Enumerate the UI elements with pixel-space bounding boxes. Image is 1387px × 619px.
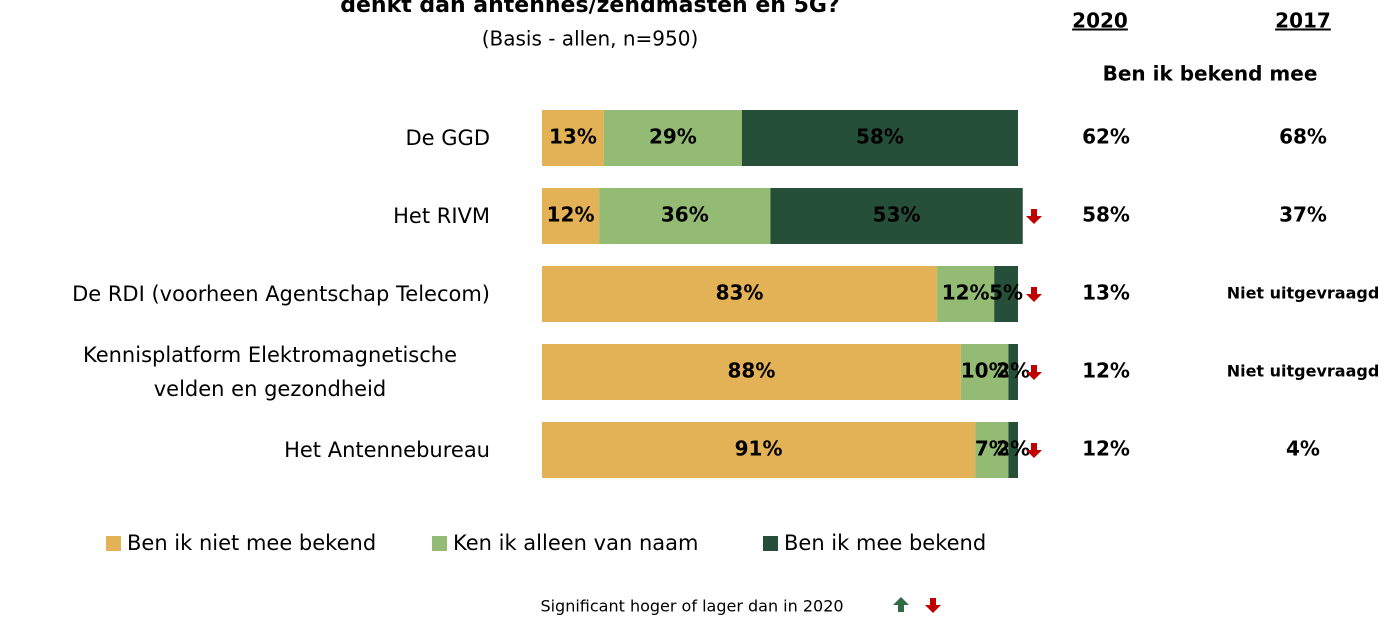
data-label: 83% [716, 281, 764, 305]
significance-arrow [1026, 443, 1042, 458]
category-label: De RDI (voorheen Agentschap Telecom) [0, 259, 490, 329]
category-label: De GGD [0, 103, 490, 173]
data-label: 29% [649, 125, 697, 149]
data-label: 13% [549, 125, 597, 149]
bar-segment [542, 188, 600, 244]
significance-arrow [1026, 365, 1042, 380]
data-label: 7% [975, 437, 1009, 461]
bar-segment [960, 344, 1009, 400]
category-text: Het RIVM [393, 204, 490, 228]
data-label: 10% [961, 359, 1009, 383]
bar-segment [542, 266, 938, 322]
data-label: 58% [856, 125, 904, 149]
chart-title: denkt dan antennes/zendmasten en 5G? [340, 0, 840, 18]
table-cell: Niet uitgevraagd [1227, 362, 1380, 381]
bar-segment [770, 188, 1023, 244]
data-label: 5% [989, 281, 1023, 305]
significance-arrow [1026, 209, 1042, 224]
table-cell: 13% [1082, 281, 1130, 305]
category-label: Het RIVM [0, 181, 490, 251]
category-label: Het Antennebureau [0, 415, 490, 485]
category-text: Het Antennebureau [284, 438, 490, 462]
table-cell: 12% [1082, 437, 1130, 461]
bar-segment [994, 266, 1018, 322]
bar-segment [542, 422, 976, 478]
bar-segment [542, 110, 604, 166]
legend-label: Ben ik mee bekend [784, 531, 986, 555]
category-text: De RDI (voorheen Agentschap Telecom) [72, 282, 490, 306]
table-column: 2017 [1275, 9, 1331, 33]
table-cell: Niet uitgevraagd [1227, 284, 1380, 303]
category-text: Kennisplatform Elektromagnetische velden… [82, 343, 458, 401]
category-text: De GGD [405, 126, 490, 150]
legend-swatch [106, 536, 121, 551]
table-cell: 68% [1279, 125, 1327, 149]
data-label: 12% [547, 203, 595, 227]
table-cell: 37% [1279, 203, 1327, 227]
legend-arrow-down [925, 598, 941, 613]
bar-segment [599, 188, 771, 244]
table-cell: 4% [1286, 437, 1320, 461]
footnote: Significant hoger of lager dan in 2020 [540, 597, 843, 616]
data-label: 88% [728, 359, 776, 383]
data-label: 2% [996, 359, 1030, 383]
significance-arrow [1026, 287, 1042, 302]
legend-swatch [432, 536, 447, 551]
data-label: 91% [735, 437, 783, 461]
data-label: 53% [873, 203, 921, 227]
bar-segment [937, 266, 995, 322]
bar-segment [1008, 344, 1018, 400]
legend-arrow-up [893, 597, 909, 612]
table-cell: 12% [1082, 359, 1130, 383]
table-cell: 58% [1082, 203, 1130, 227]
table-column: 2020 [1072, 9, 1128, 33]
chart-subtitle: (Basis - allen, n=950) [482, 27, 699, 51]
legend-swatch [763, 536, 778, 551]
bar-segment [603, 110, 742, 166]
legend-label: Ben ik niet mee bekend [127, 531, 376, 555]
data-label: 2% [996, 437, 1030, 461]
bar-segment [542, 344, 961, 400]
bar-segment [741, 110, 1018, 166]
table-header: Ben ik bekend mee [1103, 62, 1318, 86]
legend-label: Ken ik alleen van naam [453, 531, 698, 555]
data-label: 12% [942, 281, 990, 305]
category-label: Kennisplatform Elektromagnetische velden… [0, 337, 490, 407]
bar-segment [1008, 422, 1018, 478]
table-cell: 62% [1082, 125, 1130, 149]
data-label: 36% [661, 203, 709, 227]
bar-segment [975, 422, 1009, 478]
